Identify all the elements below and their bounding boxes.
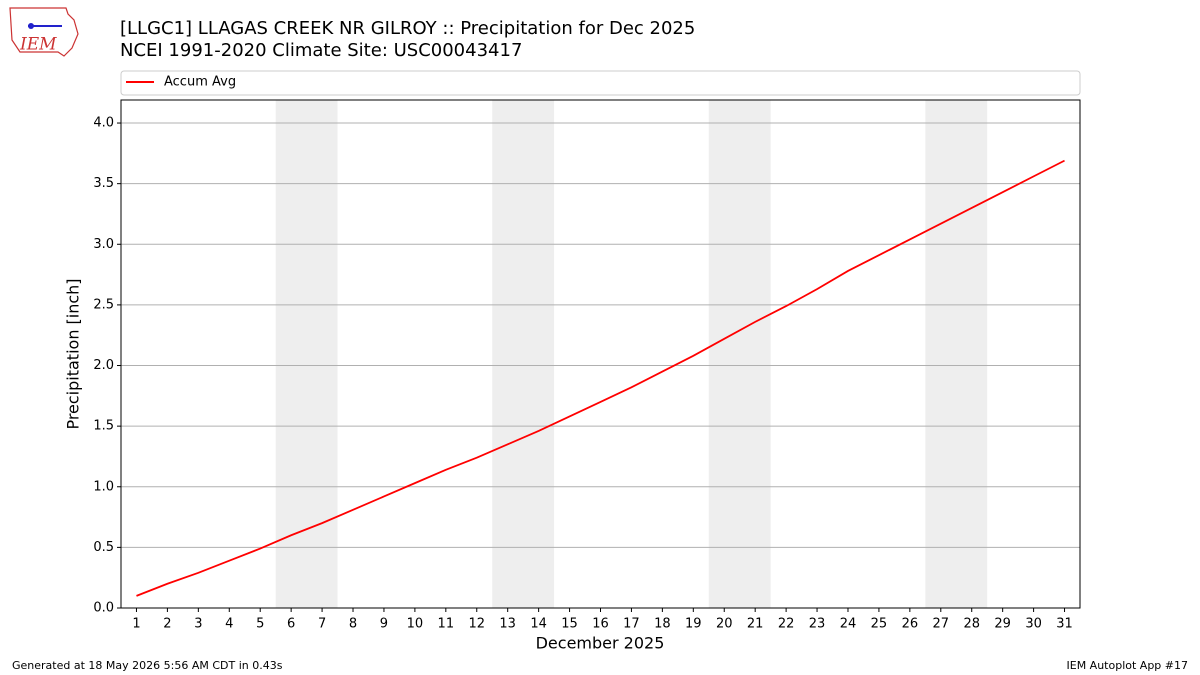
x-tick-label: 28 bbox=[963, 617, 980, 632]
x-tick-label: 27 bbox=[933, 617, 950, 632]
weekend-band bbox=[708, 100, 771, 608]
y-axis-label: Precipitation [inch] bbox=[64, 278, 83, 429]
x-tick-label: 22 bbox=[778, 617, 795, 632]
x-tick-label: 4 bbox=[225, 617, 233, 632]
footer-right: IEM Autoplot App #17 bbox=[1067, 659, 1189, 672]
x-tick-label: 14 bbox=[530, 617, 547, 632]
logo-dot bbox=[28, 23, 34, 29]
x-tick-label: 7 bbox=[318, 617, 326, 632]
x-tick-label: 23 bbox=[809, 617, 826, 632]
x-tick-label: 17 bbox=[623, 617, 640, 632]
footer-left: Generated at 18 May 2026 5:56 AM CDT in … bbox=[12, 659, 283, 672]
x-tick-label: 21 bbox=[747, 617, 764, 632]
y-tick-label: 0.5 bbox=[93, 540, 114, 555]
x-tick-label: 11 bbox=[438, 617, 455, 632]
x-tick-label: 10 bbox=[407, 617, 424, 632]
x-tick-label: 30 bbox=[1025, 617, 1042, 632]
x-tick-label: 18 bbox=[654, 617, 671, 632]
x-tick-label: 24 bbox=[840, 617, 857, 632]
x-tick-label: 6 bbox=[287, 617, 295, 632]
logo: IEM bbox=[9, 7, 79, 57]
weekend-band bbox=[275, 100, 338, 608]
plot-frame bbox=[120, 99, 1081, 609]
x-tick-label: 31 bbox=[1056, 617, 1073, 632]
y-tick-label: 0.0 bbox=[93, 601, 114, 616]
y-tick-label: 3.0 bbox=[93, 237, 114, 252]
chart-subtitle: NCEI 1991-2020 Climate Site: USC00043417 bbox=[120, 40, 522, 61]
x-tick-label: 15 bbox=[561, 617, 578, 632]
weekend-band bbox=[492, 100, 555, 608]
weekend-band bbox=[925, 100, 988, 608]
x-tick-label: 9 bbox=[380, 617, 388, 632]
x-tick-label: 25 bbox=[871, 617, 888, 632]
x-tick-label: 3 bbox=[194, 617, 202, 632]
x-tick-label: 13 bbox=[499, 617, 516, 632]
line-series bbox=[136, 159, 1065, 597]
x-tick-label: 8 bbox=[349, 617, 357, 632]
y-tick-label: 1.0 bbox=[93, 479, 114, 494]
x-tick-label: 5 bbox=[256, 617, 264, 632]
y-tick-label: 2.5 bbox=[93, 297, 114, 312]
legend-label: Accum Avg bbox=[164, 75, 236, 90]
x-axis-label: December 2025 bbox=[536, 634, 665, 653]
x-tick-label: 1 bbox=[132, 617, 140, 632]
legend-box bbox=[120, 70, 1081, 96]
logo-text: IEM bbox=[19, 35, 57, 55]
x-tick-label: 29 bbox=[994, 617, 1011, 632]
x-tick-label: 20 bbox=[716, 617, 733, 632]
x-tick-label: 2 bbox=[163, 617, 171, 632]
y-tick-label: 4.0 bbox=[93, 116, 114, 131]
x-tick-label: 26 bbox=[902, 617, 919, 632]
y-tick-label: 2.0 bbox=[93, 358, 114, 373]
y-tick-label: 3.5 bbox=[93, 176, 114, 191]
x-tick-label: 12 bbox=[468, 617, 485, 632]
chart-title: [LLGC1] LLAGAS CREEK NR GILROY :: Precip… bbox=[120, 18, 695, 39]
logo-outline bbox=[9, 7, 79, 57]
x-tick-label: 16 bbox=[592, 617, 609, 632]
x-tick-label: 19 bbox=[685, 617, 702, 632]
y-tick-label: 1.5 bbox=[93, 419, 114, 434]
